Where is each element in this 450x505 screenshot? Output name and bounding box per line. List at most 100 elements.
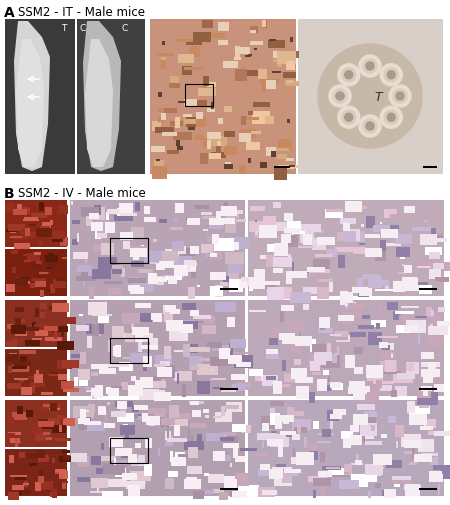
Bar xyxy=(52,326,68,332)
Bar xyxy=(6,230,17,232)
Bar xyxy=(211,369,213,371)
Bar xyxy=(373,226,390,232)
Bar xyxy=(274,167,290,169)
Bar xyxy=(277,52,296,65)
Bar xyxy=(170,451,173,462)
Bar xyxy=(375,483,381,488)
Bar xyxy=(291,411,304,416)
Bar xyxy=(270,408,275,413)
Bar xyxy=(170,314,173,316)
Bar xyxy=(21,281,30,284)
Bar xyxy=(395,425,404,437)
Bar xyxy=(23,220,39,222)
Bar xyxy=(12,412,27,420)
Bar xyxy=(286,159,294,162)
Bar xyxy=(128,246,148,254)
Bar xyxy=(50,372,58,374)
Bar xyxy=(104,423,115,428)
Bar xyxy=(382,343,394,350)
Bar xyxy=(39,470,43,477)
Bar xyxy=(360,423,377,436)
Bar xyxy=(241,130,256,139)
Bar xyxy=(34,252,41,256)
Bar xyxy=(195,136,204,141)
Bar xyxy=(46,268,52,270)
Bar xyxy=(371,320,386,327)
Bar xyxy=(91,364,108,369)
Bar xyxy=(175,204,184,214)
Bar xyxy=(250,27,258,34)
Bar xyxy=(9,354,17,362)
Bar xyxy=(350,425,359,432)
Bar xyxy=(123,358,130,359)
Bar xyxy=(437,238,447,242)
Bar xyxy=(216,212,221,220)
Bar xyxy=(403,278,418,285)
Bar xyxy=(249,369,263,376)
Bar xyxy=(223,276,229,283)
Bar xyxy=(358,435,374,439)
Bar xyxy=(389,226,399,230)
Bar xyxy=(391,354,393,358)
Bar xyxy=(178,265,189,273)
Bar xyxy=(419,285,432,294)
Circle shape xyxy=(342,111,356,125)
Bar xyxy=(419,488,437,490)
Bar xyxy=(34,374,43,383)
Bar xyxy=(189,357,202,369)
Bar xyxy=(45,208,52,216)
Bar xyxy=(248,55,252,57)
Bar xyxy=(183,115,192,118)
Bar xyxy=(125,425,129,438)
Bar xyxy=(169,405,179,418)
Bar xyxy=(106,213,109,221)
Bar xyxy=(239,282,247,288)
Bar xyxy=(266,433,269,441)
Bar xyxy=(283,73,296,79)
Bar xyxy=(350,435,362,445)
Bar xyxy=(188,447,198,458)
Bar xyxy=(141,245,144,257)
Bar xyxy=(36,262,42,266)
Bar xyxy=(205,255,217,258)
Bar xyxy=(272,72,281,74)
Bar xyxy=(328,376,330,382)
Bar xyxy=(285,82,299,87)
Bar xyxy=(231,386,245,391)
Bar xyxy=(270,413,280,425)
Bar xyxy=(286,62,295,71)
Bar xyxy=(285,52,299,59)
Bar xyxy=(10,366,27,369)
Bar xyxy=(249,277,265,289)
Bar xyxy=(43,404,50,409)
Bar xyxy=(158,93,162,98)
Bar xyxy=(98,316,109,323)
Bar xyxy=(184,120,202,125)
Bar xyxy=(262,423,269,431)
Bar xyxy=(344,464,352,476)
Bar xyxy=(397,373,415,379)
Circle shape xyxy=(366,123,374,131)
Bar xyxy=(309,270,330,274)
Bar xyxy=(201,213,212,216)
Bar xyxy=(258,375,263,381)
Bar xyxy=(193,33,211,43)
Bar xyxy=(224,107,232,113)
Bar xyxy=(94,244,111,252)
Bar xyxy=(276,148,289,152)
Bar xyxy=(268,41,285,49)
Bar xyxy=(229,343,240,348)
Bar xyxy=(262,375,278,386)
Bar xyxy=(98,258,117,270)
Bar xyxy=(165,435,173,446)
Bar xyxy=(275,415,294,422)
Bar xyxy=(176,40,193,43)
Bar xyxy=(160,361,170,366)
Bar xyxy=(132,327,149,335)
Bar xyxy=(16,319,25,323)
Bar xyxy=(117,209,124,217)
Bar xyxy=(428,326,448,335)
Bar xyxy=(74,377,78,386)
Bar xyxy=(439,277,449,282)
Bar xyxy=(13,236,27,239)
